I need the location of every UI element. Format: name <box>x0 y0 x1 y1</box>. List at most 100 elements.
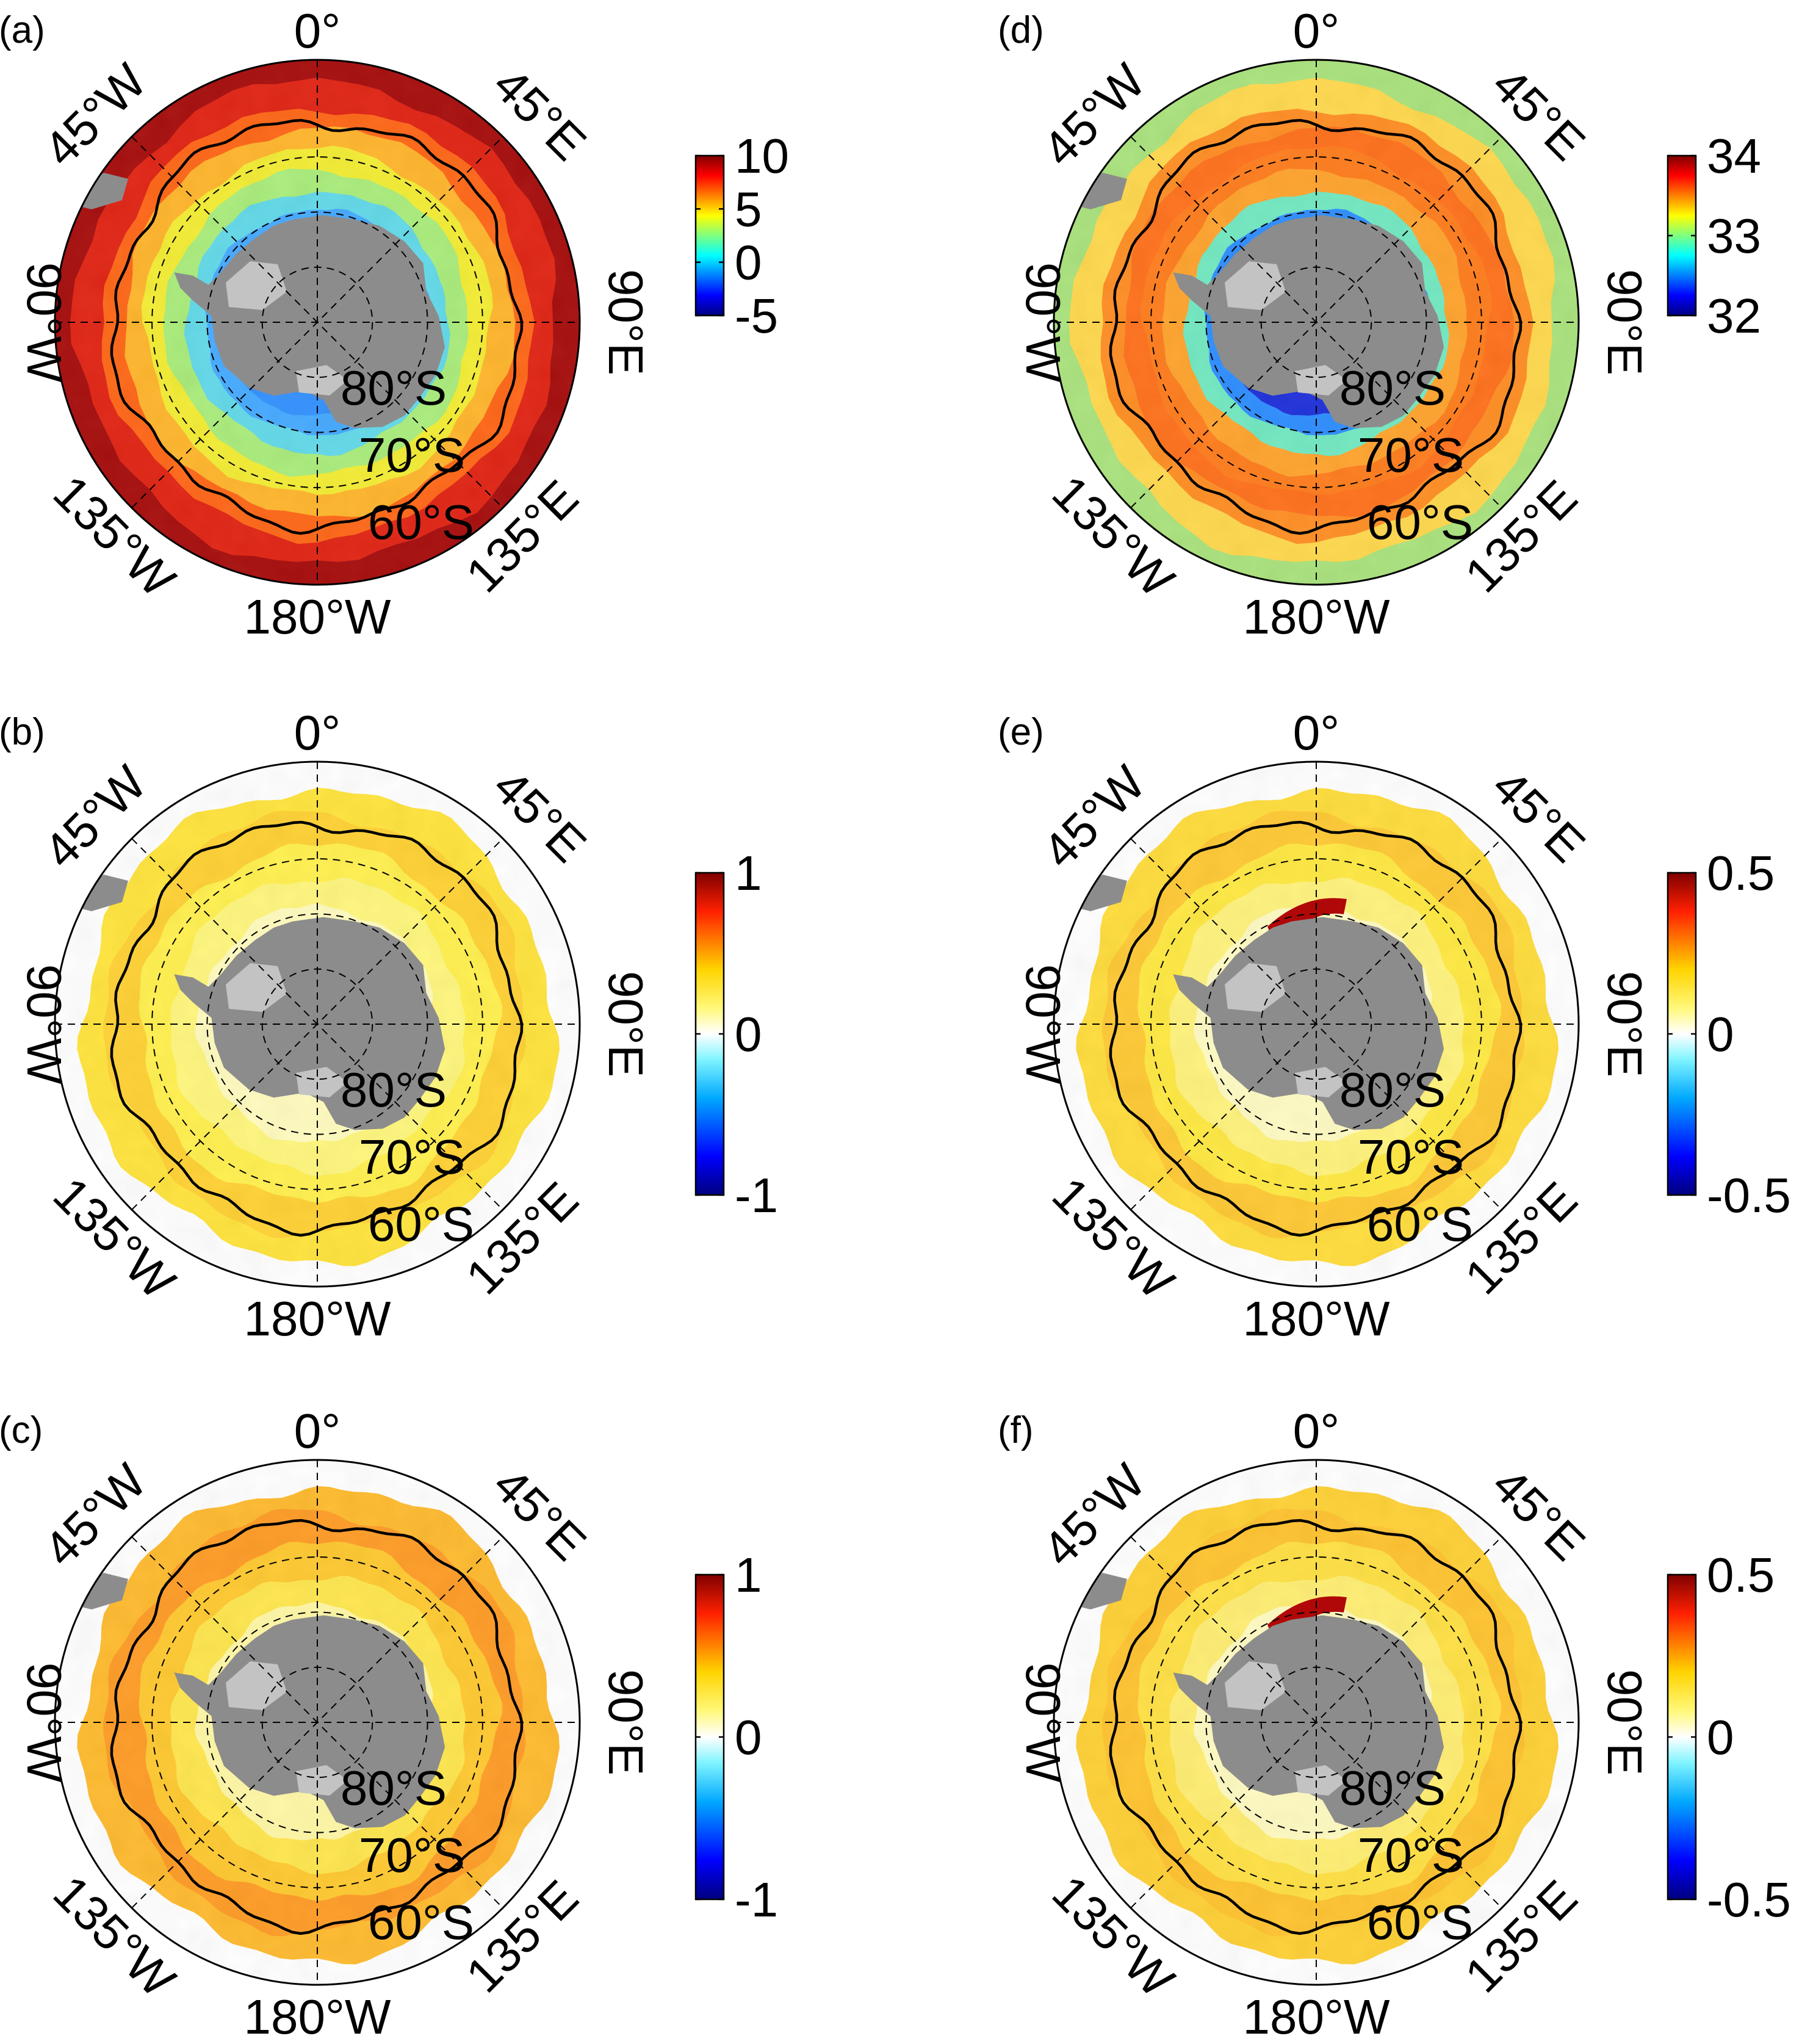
ice-shelf <box>1225 963 1286 1012</box>
meridian-line <box>1130 838 1502 1210</box>
ice-shelf <box>1295 1067 1347 1097</box>
lon-label-180w: 180°W <box>1243 1291 1390 1346</box>
ice-shelf <box>1225 1661 1286 1710</box>
lat-label-80s: 80°S <box>341 1761 447 1815</box>
lon-label-0: 0° <box>1293 1404 1339 1458</box>
lat-label-70s: 70°S <box>359 428 465 482</box>
lon-label-180w: 180°W <box>244 1990 391 2044</box>
lon-label-90e: 90°E <box>599 269 653 375</box>
lon-label-180w: 180°W <box>1243 1990 1390 2044</box>
front-contour <box>1109 118 1523 535</box>
panel-label: (c) <box>0 1409 43 1451</box>
lon-label-90w: 90°W <box>1016 1663 1070 1783</box>
lon-label-180w: 180°W <box>244 1291 391 1346</box>
panel-label: (a) <box>0 9 45 51</box>
colorbar-tick-label: -5 <box>735 289 778 343</box>
colorbar-tick-label: 10 <box>735 129 789 183</box>
colorbar-tick-label: 0 <box>735 236 762 290</box>
colorbar-tick-label: 0 <box>1707 1710 1734 1764</box>
map-boundary <box>54 59 581 586</box>
ice-shelf <box>296 365 348 395</box>
lon-label-0: 0° <box>294 1404 341 1458</box>
lon-label-90e: 90°E <box>599 1669 653 1775</box>
map-boundary <box>1053 59 1580 586</box>
panel-label: (e) <box>998 711 1044 753</box>
colorbar-tick-label: -0.5 <box>1707 1872 1791 1927</box>
lat-label-80s: 80°S <box>341 361 447 415</box>
colorbar-tick-label: -0.5 <box>1707 1168 1791 1222</box>
colorbar-c: 1 0 -1 <box>694 1548 778 1927</box>
colorbar-tick-label: 0 <box>735 1710 762 1764</box>
lat-label-60s: 60°S <box>1367 495 1473 549</box>
ice-shelf <box>226 1661 287 1710</box>
map-boundary <box>54 1459 581 1986</box>
colorbar-tick-label: 32 <box>1707 289 1761 343</box>
colorbar-tick-label: 0.5 <box>1707 846 1775 900</box>
ice-shelf <box>226 963 287 1012</box>
lon-label-90e: 90°E <box>1598 971 1652 1077</box>
antarctica-land <box>1173 917 1444 1130</box>
meridian-line <box>131 1536 503 1909</box>
colorbar-tick-label: 1 <box>735 1548 762 1602</box>
antarctica-land <box>174 215 445 428</box>
lat-label-80s: 80°S <box>341 1063 447 1117</box>
lat-label-70s: 70°S <box>1358 1130 1464 1184</box>
colorbar-tick-label: 5 <box>735 182 762 236</box>
lat-label-70s: 70°S <box>359 1828 465 1882</box>
colorbar-scale <box>694 154 725 317</box>
lon-label-90w: 90°W <box>17 1663 71 1783</box>
colorbar-tick-label: -1 <box>735 1168 778 1222</box>
lon-label-90w: 90°W <box>17 262 71 383</box>
panel-label: (f) <box>998 1409 1034 1451</box>
meridian-line <box>1130 136 1502 508</box>
lat-label-80s: 80°S <box>1339 1063 1446 1117</box>
colorbar-tick-label: 0 <box>1707 1007 1734 1061</box>
panel-label: (b) <box>0 711 45 753</box>
colorbar-e: 0.5 0 -0.5 <box>1667 846 1791 1222</box>
lon-label-0: 0° <box>294 706 341 760</box>
colorbar-b: 1 0 -1 <box>694 846 778 1222</box>
ice-shelf <box>296 1765 348 1796</box>
lat-label-60s: 60°S <box>368 1895 474 1949</box>
lon-label-90e: 90°E <box>1598 1669 1652 1775</box>
lat-label-80s: 80°S <box>1339 1761 1446 1815</box>
antarctica-land <box>1173 215 1444 428</box>
front-contour <box>1109 820 1523 1237</box>
lon-label-90w: 90°W <box>17 964 71 1085</box>
colorbar-d: 34 33 32 <box>1667 129 1761 343</box>
lon-label-90e: 90°E <box>1598 269 1652 375</box>
colorbar-f: 0.5 0 -0.5 <box>1667 1548 1791 1927</box>
ice-shelf <box>1295 1765 1347 1796</box>
map-boundary <box>1053 1459 1580 1986</box>
panel-label: (d) <box>998 9 1044 51</box>
lat-label-60s: 60°S <box>368 1197 474 1251</box>
lat-label-70s: 70°S <box>359 1130 465 1184</box>
ice-shelf <box>1225 261 1286 310</box>
lon-label-0: 0° <box>1293 706 1339 760</box>
ice-shelf <box>226 261 287 310</box>
colorbar-tick-label: 1 <box>735 846 762 900</box>
lon-label-90e: 90°E <box>599 971 653 1077</box>
map-boundary <box>1053 760 1580 1288</box>
lat-label-70s: 70°S <box>1358 428 1464 482</box>
colorbar-tick-label: 33 <box>1707 209 1761 263</box>
colorbar-tick-label: 34 <box>1707 129 1761 183</box>
front-contour <box>110 118 524 535</box>
lat-label-80s: 80°S <box>1339 361 1446 415</box>
colorbar-tick-label: -1 <box>735 1872 778 1927</box>
colorbar-tick-label: 0 <box>735 1007 762 1061</box>
meridian-line <box>131 136 503 508</box>
meridian-line <box>131 838 503 1210</box>
lon-label-90w: 90°W <box>1016 262 1070 383</box>
lat-label-70s: 70°S <box>1358 1828 1464 1882</box>
colorbar-tick-label: 0.5 <box>1707 1548 1775 1602</box>
antarctica-land <box>174 1615 445 1829</box>
lon-label-0: 0° <box>294 4 341 58</box>
map-boundary <box>54 760 581 1288</box>
lon-label-0: 0° <box>1293 4 1339 58</box>
